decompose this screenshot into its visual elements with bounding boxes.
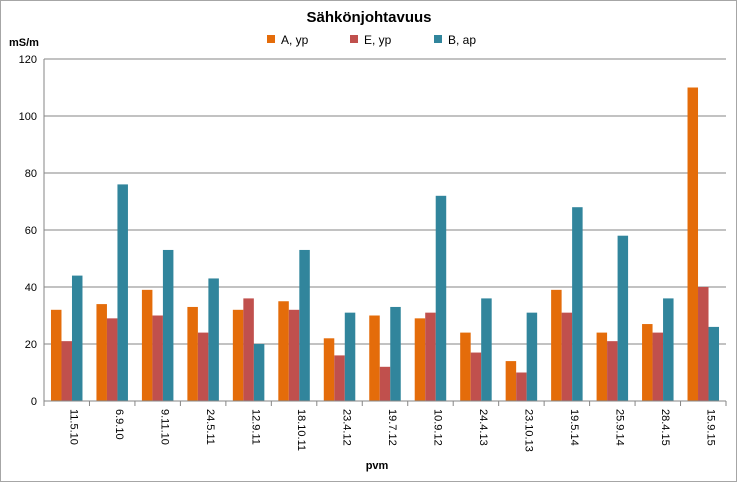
bar xyxy=(551,289,562,401)
bar xyxy=(652,332,664,401)
x-axis-label: pvm xyxy=(366,460,389,472)
y-tick-label: 60 xyxy=(25,225,37,237)
bar xyxy=(414,318,426,401)
bar xyxy=(698,287,709,401)
bar xyxy=(435,195,447,401)
x-tick-label: 23.10.13 xyxy=(522,409,534,452)
legend-label: E, yp xyxy=(364,33,392,47)
x-tick-label: 19.7.12 xyxy=(386,409,398,446)
bar xyxy=(596,332,608,401)
bar xyxy=(663,298,674,401)
bar xyxy=(278,301,289,401)
legend-swatch xyxy=(434,35,442,43)
bar xyxy=(687,87,699,401)
y-tick-label: 100 xyxy=(19,111,37,123)
x-tick-label: 19.5.14 xyxy=(568,409,580,446)
legend-label: B, ap xyxy=(448,33,476,47)
bar xyxy=(708,326,720,401)
axes xyxy=(43,59,727,406)
bar xyxy=(152,315,163,401)
x-tick-label: 23.4.12 xyxy=(341,409,353,446)
bar xyxy=(379,366,391,401)
bars xyxy=(50,87,720,401)
bar xyxy=(162,249,174,401)
x-tick-label: 28.4.15 xyxy=(659,409,671,446)
y-tick-label: 80 xyxy=(25,168,37,180)
bar xyxy=(50,309,62,401)
bar xyxy=(253,344,265,401)
y-axis-label: mS/m xyxy=(9,37,39,49)
bar xyxy=(141,289,153,401)
y-tick-label: 120 xyxy=(19,54,37,66)
x-tick-label: 9.11.10 xyxy=(159,409,171,445)
y-ticks: 0 20 40 60 80 100 120 xyxy=(19,54,37,408)
legend-swatch xyxy=(267,35,275,43)
bar xyxy=(561,312,573,401)
bar xyxy=(243,298,254,401)
bar xyxy=(96,304,107,401)
bar xyxy=(232,309,244,401)
bar xyxy=(390,306,401,401)
x-tick-label: 24.5.11 xyxy=(204,409,216,445)
bar xyxy=(187,306,198,401)
bar xyxy=(481,298,492,401)
bar xyxy=(617,235,629,401)
x-tick-label: 11.5.10 xyxy=(68,409,80,445)
bar xyxy=(470,352,482,401)
x-tick-label: 24.4.13 xyxy=(477,409,489,446)
bar xyxy=(526,312,538,401)
legend-label: A, yp xyxy=(281,33,309,47)
y-tick-label: 0 xyxy=(31,396,37,408)
bar xyxy=(197,332,209,401)
legend-swatch xyxy=(350,35,358,43)
x-tick-label: 6.9.10 xyxy=(113,409,125,440)
bar xyxy=(369,315,380,401)
x-tick-label: 25.9.14 xyxy=(613,409,625,446)
chart-title: Sähkönjohtavuus xyxy=(306,9,431,26)
x-ticks: 11.5.10 6.9.10 9.11.10 24.5.11 12.9.11 18.10.… xyxy=(68,409,717,452)
bar xyxy=(425,312,436,401)
x-tick-label: 10.9.12 xyxy=(431,409,443,446)
bar xyxy=(572,207,583,401)
x-tick-label: 18.10.11 xyxy=(295,409,307,451)
bar xyxy=(323,338,335,401)
bar xyxy=(505,361,517,401)
bar xyxy=(117,184,128,401)
legend: A, yp E, yp B, ap xyxy=(267,33,476,47)
bar xyxy=(516,372,527,401)
x-tick-label: 15.9.15 xyxy=(704,409,716,446)
bar xyxy=(334,355,345,401)
bar xyxy=(642,324,653,401)
bar xyxy=(106,318,118,401)
bar xyxy=(299,249,310,401)
bar xyxy=(208,278,219,401)
bar xyxy=(460,332,471,401)
bar xyxy=(607,341,618,401)
bar xyxy=(288,309,300,401)
bar xyxy=(61,341,72,401)
bar xyxy=(344,312,356,401)
bar xyxy=(71,275,83,401)
x-tick-label: 12.9.11 xyxy=(250,409,262,445)
y-tick-label: 40 xyxy=(25,282,37,294)
y-tick-label: 20 xyxy=(25,339,37,351)
